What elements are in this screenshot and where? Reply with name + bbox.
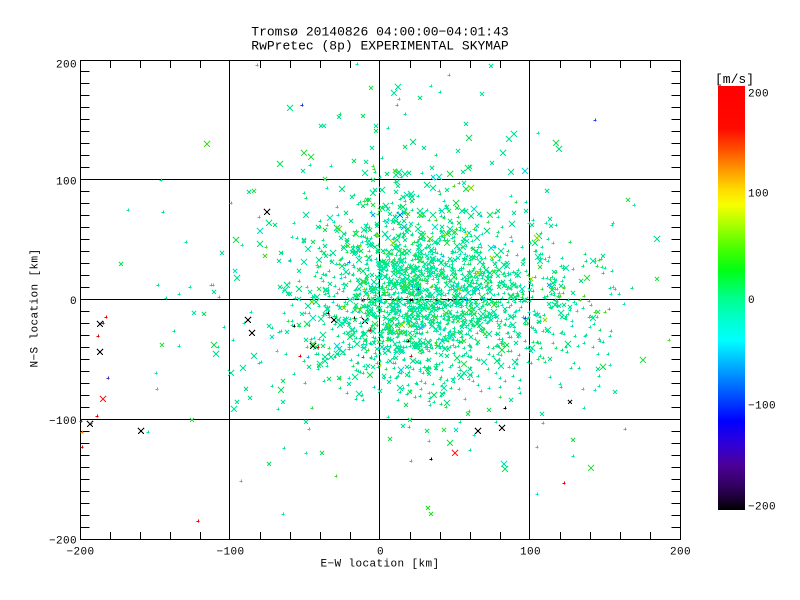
svg-text:200: 200 <box>670 547 691 559</box>
svg-text:[m/s]: [m/s] <box>715 72 754 87</box>
svg-text:−200: −200 <box>748 502 776 514</box>
svg-text:0: 0 <box>748 295 755 307</box>
svg-text:100: 100 <box>520 547 541 559</box>
svg-text:100: 100 <box>748 189 769 201</box>
svg-text:−100: −100 <box>748 401 776 413</box>
svg-text:−100: −100 <box>216 547 244 559</box>
svg-text:0: 0 <box>377 547 384 559</box>
svg-text:0: 0 <box>70 296 77 308</box>
svg-text:−100: −100 <box>49 416 77 428</box>
svg-text:200: 200 <box>748 89 769 101</box>
svg-text:100: 100 <box>56 176 77 188</box>
svg-text:Tromsø 20140826 04:00:00−04:01: Tromsø 20140826 04:00:00−04:01:43 <box>251 25 508 40</box>
svg-text:−200: −200 <box>66 547 94 559</box>
svg-text:200: 200 <box>56 60 77 72</box>
svg-text:N−S location [km]: N−S location [km] <box>30 248 42 367</box>
svg-text:−200: −200 <box>49 536 77 548</box>
svg-text:RwPretec (8p) EXPERIMENTAL SKY: RwPretec (8p) EXPERIMENTAL SKYMAP <box>251 39 509 54</box>
svg-text:E−W location [km]: E−W location [km] <box>320 559 439 571</box>
